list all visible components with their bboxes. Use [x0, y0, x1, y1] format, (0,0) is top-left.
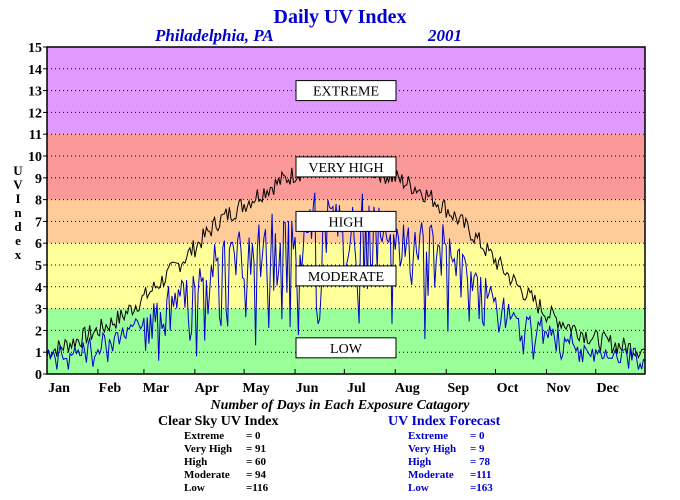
y-tick-label: 8: [35, 194, 42, 209]
y-tick-label: 15: [28, 41, 42, 56]
stats-row: Very High = 91: [184, 443, 267, 455]
y-tick-label: 2: [35, 324, 42, 339]
y-tick-label: 9: [35, 172, 42, 187]
band-label: VERY HIGH: [308, 161, 383, 176]
band-label: EXTREME: [313, 85, 379, 100]
band-label: HIGH: [329, 215, 364, 230]
forecast-stats: UV Index Forecast Extreme = 0 Very High = …: [388, 414, 520, 495]
y-label-char: x: [15, 247, 22, 262]
y-tick-label: 7: [35, 215, 42, 230]
y-tick-label: 13: [28, 85, 42, 100]
chart-location: Philadelphia, PA: [154, 26, 274, 45]
y-tick-label: 11: [29, 128, 42, 143]
plot-frame: [46, 46, 646, 375]
x-tick-label: Aug: [395, 381, 420, 396]
y-tick-label: 3: [35, 303, 42, 318]
x-tick-label: Sep: [447, 381, 469, 396]
band-label: LOW: [330, 342, 363, 357]
stats-row: Low =163: [408, 482, 493, 494]
x-tick-label: Mar: [143, 381, 169, 396]
forecast-header: UV Index Forecast: [388, 414, 501, 429]
x-tick-label: Feb: [99, 381, 122, 396]
y-tick-label: 14: [28, 63, 42, 78]
chart-year: 2001: [427, 26, 462, 45]
y-label-char: I: [15, 191, 20, 206]
stats-row: High = 78: [408, 456, 491, 468]
x-tick-label: Jun: [296, 381, 319, 396]
clear-sky-line: [46, 155, 646, 360]
band-labels: EXTREME VERY HIGH HIGH MODERATE LOW: [295, 80, 397, 359]
y-label-char: V: [13, 177, 23, 192]
y-tick-label: 4: [35, 281, 42, 296]
stats-row: Moderate =111: [408, 469, 492, 481]
clear-sky-header: Clear Sky UV Index: [158, 414, 279, 429]
y-tick-label: 1: [35, 346, 42, 361]
y-tick-label: 0: [35, 368, 42, 383]
y-tick-label: 6: [35, 237, 42, 252]
stats-row: Very High = 9: [408, 443, 485, 455]
band-label-box: [295, 210, 397, 232]
x-tick-label: Nov: [546, 381, 570, 396]
x-tick-label: Jul: [347, 381, 366, 396]
band-label-box: [295, 156, 397, 178]
stats-caption: Number of Days in Each Exposure Catagory: [210, 398, 470, 413]
y-tick-label: 12: [28, 106, 42, 121]
y-tick-label: 10: [28, 150, 42, 165]
x-tick-label: May: [243, 381, 270, 396]
band-label-box: [295, 80, 397, 102]
x-tick-labels: Jan Feb Mar Apr May Jun Jul Aug Sep Oct Nov Dec: [46, 369, 619, 396]
x-tick-label: Dec: [596, 381, 619, 396]
stats-row: Moderate = 94: [184, 469, 267, 481]
stats-row: High = 60: [184, 456, 267, 468]
y-label-char: e: [15, 233, 21, 248]
stats-row: Extreme = 0: [408, 430, 485, 442]
y-label-char: U: [13, 163, 23, 178]
band-label-box: [295, 337, 397, 359]
y-tick-label: 5: [35, 259, 42, 274]
x-tick-label: Apr: [195, 381, 219, 396]
y-label-char: n: [14, 205, 22, 220]
stats-row: Extreme = 0: [184, 430, 261, 442]
band-label-box: [295, 265, 397, 287]
x-tick-label: Jan: [48, 381, 70, 396]
uv-chart: Daily UV Index Philadelphia, PA 2001 EXT…: [13, 6, 646, 396]
chart-title: Daily UV Index: [274, 6, 407, 28]
band-label: MODERATE: [308, 270, 384, 285]
y-label-char: d: [14, 219, 22, 234]
x-tick-label: Oct: [497, 381, 519, 396]
clear-sky-stats: Clear Sky UV Index Extreme = 0 Very High =…: [158, 414, 296, 495]
stats-row: Low =116: [184, 482, 269, 494]
